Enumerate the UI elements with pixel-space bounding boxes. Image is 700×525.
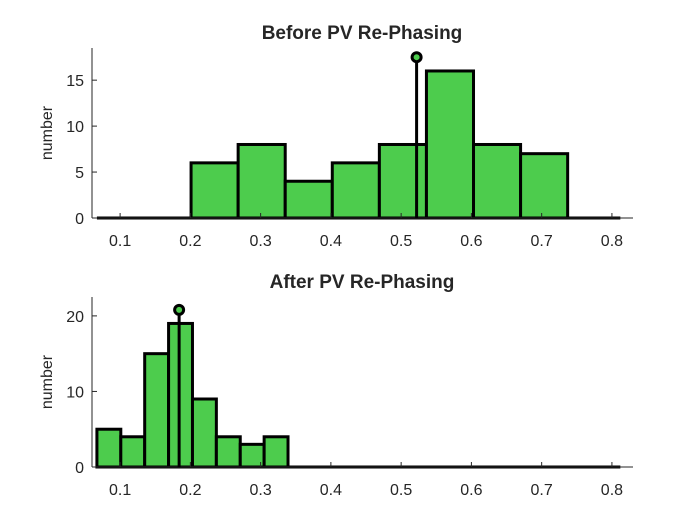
top-histogram-bar-9 [519, 152, 570, 220]
bottom-plot-area: 0.1 0.2 0.3 0.4 0.5 0.6 0.7 0.8 0 10 20 [66, 297, 633, 499]
top-x-tick-label: 0.2 [179, 233, 201, 250]
top-x-tick-label: 0.5 [390, 233, 412, 250]
bottom-x-tick-label: 0.6 [460, 482, 482, 499]
bottom-histogram-bar-1 [119, 435, 147, 469]
top-y-tick-label: 0 [75, 211, 84, 228]
top-y-tick-label: 10 [66, 119, 84, 136]
top-histogram-bar-2 [189, 161, 240, 220]
bottom-histogram-bar-2 [143, 352, 171, 469]
top-y-tick-label: 5 [75, 165, 84, 182]
bottom-x-tick-label: 0.1 [109, 482, 131, 499]
bottom-x-tick-label: 0.2 [179, 482, 201, 499]
bottom-histogram-panel: After PV Re-Phasing number 0.1 0.2 0.3 0.4 0… [39, 272, 633, 499]
bottom-x-tick-label: 0.3 [249, 482, 271, 499]
top-x-tick-label: 0.8 [601, 233, 623, 250]
top-histogram-bar-7 [424, 69, 476, 220]
top-histogram-bar-8 [472, 142, 523, 220]
top-histogram-panel: Before PV Re-Phasing number 0.1 0.2 0.3 0.4… [39, 23, 633, 250]
top-x-tick-label: 0.3 [249, 233, 271, 250]
bottom-histogram-bar-4 [190, 397, 218, 469]
top-x-tick-label: 0.1 [109, 233, 131, 250]
bottom-x-tick-label: 0.7 [531, 482, 553, 499]
bottom-histogram-bar-7 [262, 435, 290, 469]
bottom-x-tick-label: 0.4 [320, 482, 342, 499]
top-x-tick-label: 0.4 [320, 233, 342, 250]
bottom-x-tick-label: 0.8 [601, 482, 623, 499]
bottom-y-tick-label: 0 [75, 460, 84, 477]
top-y-axis-label: number [39, 105, 56, 160]
top-histogram-bar-6 [377, 142, 428, 220]
top-histogram-bar-4 [283, 179, 334, 220]
bottom-x-tick-label: 0.5 [390, 482, 412, 499]
top-marker-circle [410, 51, 423, 64]
top-x-tick-label: 0.6 [460, 233, 482, 250]
bottom-y-axis-label: number [39, 354, 56, 409]
bottom-histogram-bar-0 [95, 427, 123, 469]
top-histogram-bar-3 [236, 142, 287, 220]
bottom-chart-title: After PV Re-Phasing [270, 272, 455, 293]
bottom-histogram-bar-5 [214, 435, 242, 469]
top-histogram-bar-5 [330, 161, 381, 220]
bottom-marker-circle [173, 303, 186, 316]
bottom-y-tick-label: 20 [66, 309, 84, 326]
top-y-tick-label: 15 [66, 73, 84, 90]
top-plot-area: 0.1 0.2 0.3 0.4 0.5 0.6 0.7 0.8 0 5 10 15 [66, 48, 633, 250]
bottom-y-tick-label: 10 [66, 384, 84, 401]
top-chart-title: Before PV Re-Phasing [262, 23, 463, 44]
top-x-tick-label: 0.7 [531, 233, 553, 250]
